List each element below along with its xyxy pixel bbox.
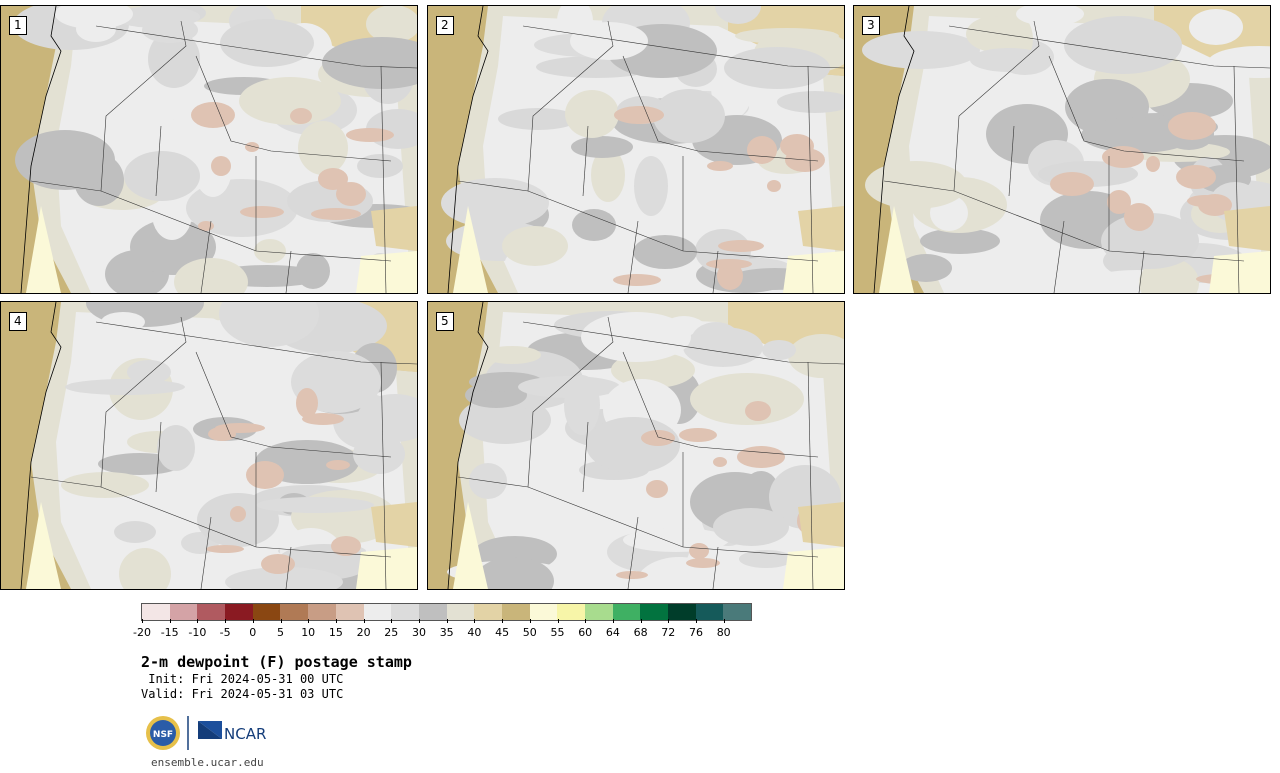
colorbar-tick-mark (696, 619, 697, 623)
colorbar-tick-mark (391, 619, 393, 623)
init-time: Init: Fri 2024-05-31 00 UTC (141, 672, 344, 686)
colorbar-swatch (280, 604, 309, 620)
colorbar-swatch (169, 604, 198, 620)
colorbar-tick-label: 76 (689, 626, 703, 639)
colorbar-tick-label: 40 (467, 626, 482, 639)
colorbar-tick-label: -10 (188, 626, 207, 639)
colorbar-tick-mark (419, 619, 420, 623)
dewpoint-map (1, 6, 417, 293)
colorbar-tick-mark (612, 619, 614, 623)
dewpoint-map (428, 6, 844, 293)
colorbar-tick-mark (142, 619, 143, 623)
map-panel: 5 (427, 301, 845, 590)
colorbar-tick-mark (252, 619, 254, 623)
colorbar-tick-mark (446, 619, 448, 623)
colorbar-swatch (418, 604, 447, 620)
map-panel: 4 (0, 301, 418, 590)
colorbar-swatch (640, 604, 669, 620)
colorbar-tick-mark (308, 619, 310, 623)
colorbar-tick-label: 20 (356, 626, 371, 639)
ncar-logo-text: NCAR (224, 725, 266, 743)
colorbar-swatch (252, 604, 281, 620)
colorbar-tick-label: 0 (249, 626, 257, 639)
colorbar-tick-mark (668, 619, 670, 623)
colorbar-swatch (501, 604, 530, 620)
colorbar-tick-label: 5 (277, 626, 284, 639)
panel-number: 5 (436, 312, 454, 331)
colorbar-tick-mark (363, 619, 365, 623)
colorbar-swatch (197, 604, 226, 620)
map-panel: 1 (0, 5, 418, 294)
dewpoint-map (854, 6, 1270, 293)
colorbar-swatch (585, 604, 613, 620)
dewpoint-map (1, 302, 417, 589)
colorbar-swatch (557, 604, 585, 620)
colorbar-tick-mark (502, 619, 504, 623)
colorbar-swatch (142, 604, 170, 620)
colorbar-swatch (335, 604, 364, 620)
colorbar-tick-label: 55 (550, 626, 565, 639)
colorbar-tick-label: 30 (412, 626, 426, 639)
colorbar-tick-label: -15 (160, 626, 179, 639)
dewpoint-map (428, 302, 844, 589)
colorbar-swatch (668, 604, 696, 620)
panel-number: 4 (9, 312, 27, 331)
colorbar-swatch (308, 604, 336, 620)
colorbar-tick-mark (557, 619, 559, 623)
colorbar (141, 603, 753, 621)
colorbar-tick-label: 50 (522, 626, 537, 639)
map-panel: 2 (427, 5, 845, 294)
colorbar-tick-label: 10 (301, 626, 316, 639)
colorbar-tick-mark (723, 619, 725, 623)
panel-number: 3 (862, 16, 880, 35)
colorbar-tick-mark (280, 619, 282, 623)
colorbar-swatch (723, 604, 752, 620)
valid-time: Valid: Fri 2024-05-31 03 UTC (141, 687, 344, 701)
nsf-ncar-logo: NSF NCAR (146, 716, 266, 750)
site-url: ensemble.ucar.edu (151, 756, 264, 769)
panel-number: 1 (9, 16, 27, 35)
colorbar-tick-mark (474, 619, 476, 623)
colorbar-tick-label: 64 (605, 626, 620, 639)
nsf-logo-text: NSF (153, 730, 173, 740)
colorbar-tick-label: 15 (328, 626, 343, 639)
colorbar-tick-mark (225, 619, 227, 623)
colorbar-tick-mark (640, 619, 642, 623)
colorbar-tick-label: 60 (578, 626, 593, 639)
colorbar-tick-mark (335, 619, 337, 623)
colorbar-swatch (474, 604, 502, 620)
colorbar-tick-label: 35 (439, 626, 454, 639)
colorbar-tick-label: -5 (219, 626, 231, 639)
colorbar-tick-mark (585, 619, 587, 623)
colorbar-tick-label: 68 (633, 626, 648, 639)
colorbar-tick-mark (169, 619, 171, 623)
map-panel: 3 (853, 5, 1271, 294)
colorbar-swatch (391, 604, 419, 620)
colorbar-tick-label: 72 (661, 626, 676, 639)
panel-number: 2 (436, 16, 454, 35)
colorbar-swatch (695, 604, 724, 620)
colorbar-tick-label: 80 (716, 626, 731, 639)
colorbar-swatch (225, 604, 253, 620)
colorbar-tick-mark (529, 619, 531, 623)
colorbar-tick-label: 45 (495, 626, 510, 639)
colorbar-swatch (363, 604, 392, 620)
plot-title: 2-m dewpoint (F) postage stamp (141, 653, 412, 671)
colorbar-tick-label: 25 (384, 626, 399, 639)
colorbar-swatch (529, 604, 558, 620)
colorbar-swatch (446, 604, 475, 620)
colorbar-swatch (612, 604, 641, 620)
colorbar-tick-label: -20 (133, 626, 151, 639)
colorbar-tick-mark (197, 619, 199, 623)
